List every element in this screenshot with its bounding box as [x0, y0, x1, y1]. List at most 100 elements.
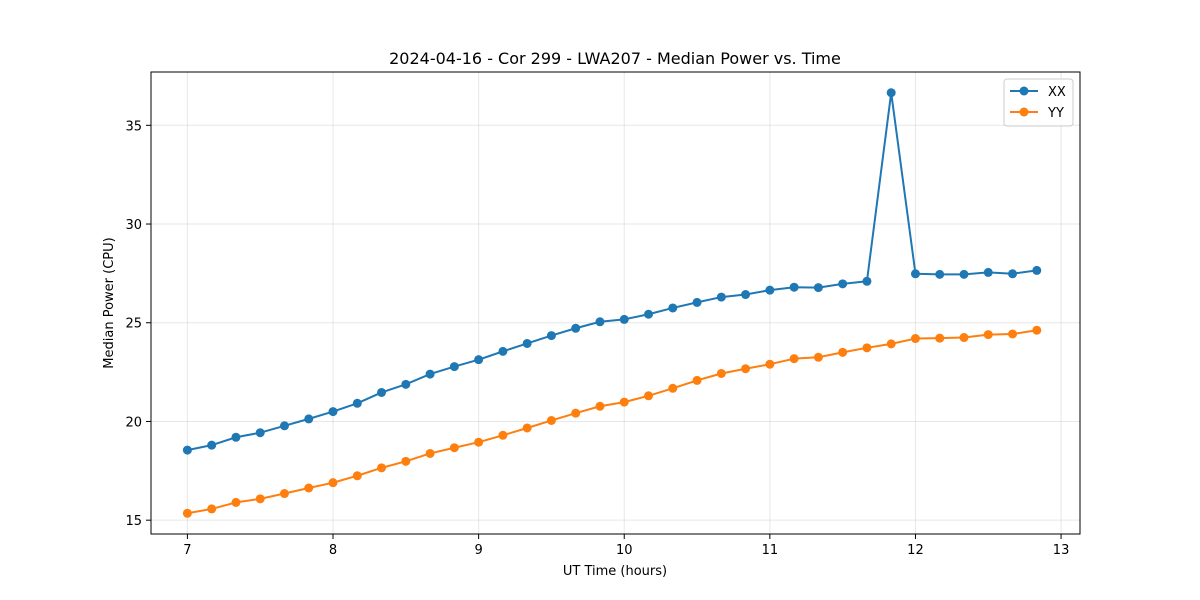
data-point-xx	[668, 303, 678, 313]
y-tick-label: 20	[125, 415, 142, 430]
legend-yy-marker	[1019, 107, 1029, 117]
data-point-yy	[692, 375, 702, 385]
data-point-xx	[741, 290, 751, 300]
data-point-yy	[813, 352, 823, 362]
data-point-yy	[862, 343, 872, 353]
axis-ticks: 7 8 9 10 11 12 13 15 20 25 30 35	[125, 119, 1069, 558]
legend-xx-marker	[1019, 86, 1029, 96]
series-line-xx	[187, 91, 1037, 452]
data-point-xx	[425, 369, 435, 379]
data-point-yy	[935, 333, 945, 343]
data-point-xx	[692, 297, 702, 307]
data-point-yy	[716, 368, 726, 378]
data-point-xx	[571, 323, 581, 333]
y-tick-label: 15	[125, 514, 142, 529]
y-tick-label: 35	[125, 119, 142, 134]
series-xx	[182, 88, 1042, 455]
data-point-xx	[522, 338, 532, 348]
data-point-yy	[1008, 329, 1018, 339]
data-point-xx	[765, 285, 775, 295]
data-point-yy	[328, 478, 338, 488]
legend-yy-label: YY	[1047, 106, 1064, 121]
data-point-yy	[886, 339, 896, 349]
data-point-yy	[668, 383, 678, 393]
data-point-xx	[716, 292, 726, 302]
x-tick-label: 9	[474, 543, 482, 558]
data-point-yy	[255, 494, 265, 504]
x-tick-label: 7	[183, 543, 191, 558]
data-point-yy	[1032, 325, 1042, 335]
data-point-yy	[207, 504, 217, 514]
grid	[151, 72, 1080, 534]
data-point-xx	[546, 331, 556, 341]
chart-title: 2024-04-16 - Cor 299 - LWA207 - Median P…	[389, 49, 841, 68]
data-point-xx	[328, 407, 338, 417]
y-tick-label: 30	[125, 218, 142, 233]
data-point-xx	[352, 398, 362, 408]
data-point-yy	[838, 347, 848, 357]
data-point-yy	[619, 397, 629, 407]
x-tick-label: 12	[907, 543, 924, 558]
data-point-xx	[862, 276, 872, 286]
data-point-xx	[474, 355, 484, 365]
data-point-yy	[401, 456, 411, 466]
data-point-yy	[279, 489, 289, 499]
legend: XX YY	[1003, 78, 1074, 127]
data-point-yy	[983, 330, 993, 340]
data-point-xx	[886, 88, 896, 98]
data-point-yy	[789, 354, 799, 364]
y-tick-label: 25	[125, 317, 142, 332]
data-point-yy	[571, 408, 581, 418]
data-point-yy	[304, 483, 314, 493]
data-point-xx	[279, 421, 289, 431]
data-point-yy	[910, 334, 920, 344]
data-point-yy	[498, 430, 508, 440]
data-point-xx	[498, 346, 508, 356]
data-point-yy	[741, 364, 751, 374]
data-point-xx	[813, 283, 823, 293]
data-point-yy	[765, 359, 775, 369]
data-point-xx	[1032, 265, 1042, 275]
series-yy	[182, 325, 1042, 518]
x-tick-label: 11	[762, 543, 779, 558]
data-point-yy	[959, 333, 969, 343]
data-point-xx	[789, 282, 799, 292]
data-point-xx	[644, 309, 654, 319]
data-point-xx	[207, 440, 217, 450]
data-point-yy	[595, 401, 605, 411]
data-point-xx	[449, 362, 459, 372]
data-point-xx	[983, 267, 993, 277]
data-point-yy	[352, 471, 362, 481]
data-point-xx	[1008, 269, 1018, 279]
data-point-yy	[425, 448, 435, 458]
data-point-xx	[959, 269, 969, 279]
data-point-xx	[595, 317, 605, 327]
data-point-xx	[304, 414, 314, 424]
data-point-xx	[838, 279, 848, 289]
data-point-yy	[377, 463, 387, 473]
legend-xx-label: XX	[1048, 85, 1066, 100]
series	[182, 88, 1042, 518]
x-tick-label: 8	[329, 543, 337, 558]
data-point-yy	[546, 415, 556, 425]
plot-frame	[150, 71, 1081, 535]
data-point-yy	[522, 423, 532, 433]
data-point-xx	[377, 387, 387, 397]
x-axis-label: UT Time (hours)	[563, 564, 667, 579]
y-axis-label: Median Power (CPU)	[102, 237, 117, 368]
x-tick-label: 13	[1053, 543, 1070, 558]
data-point-xx	[935, 269, 945, 279]
x-tick-label: 10	[616, 543, 633, 558]
data-point-xx	[255, 428, 265, 438]
data-point-yy	[182, 508, 192, 518]
data-point-xx	[910, 269, 920, 279]
data-point-xx	[401, 379, 411, 389]
data-point-xx	[619, 314, 629, 324]
data-point-yy	[644, 391, 654, 401]
data-point-yy	[474, 437, 484, 447]
data-point-yy	[449, 443, 459, 453]
data-point-yy	[231, 497, 241, 507]
data-point-xx	[182, 445, 192, 455]
